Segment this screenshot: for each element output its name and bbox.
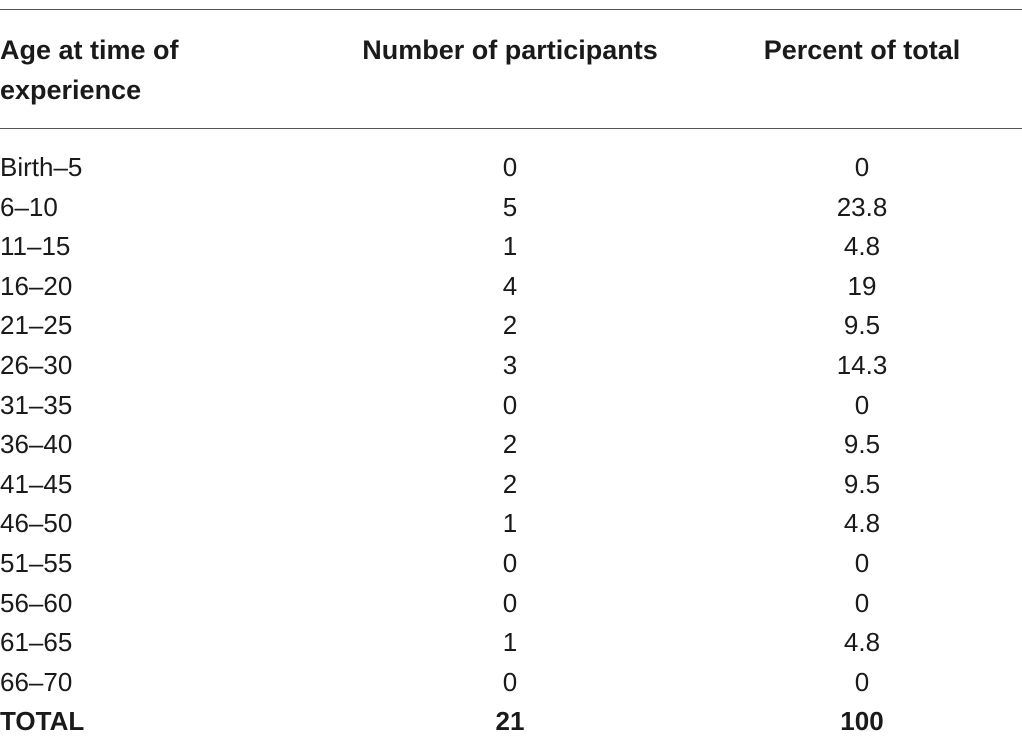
percent-cell: 9.5 <box>843 310 881 341</box>
age-cell: 41–45 <box>0 468 73 499</box>
header-age-line2: experience <box>0 75 142 105</box>
percent-cell: 19 <box>847 270 877 301</box>
percent-cell: 9.5 <box>843 429 881 460</box>
header-age-line1: Age at time of <box>0 35 179 65</box>
table-row: 61–65 1 4.8 <box>0 623 1022 663</box>
header-age: Age at time of experience <box>0 30 320 110</box>
percent-cell: 0 <box>854 666 870 697</box>
age-cell: 36–40 <box>0 429 73 460</box>
age-cell: 26–30 <box>0 349 73 380</box>
count-cell: 2 <box>502 429 518 460</box>
table-row: 26–30 3 14.3 <box>0 346 1022 386</box>
age-cell: 56–60 <box>0 587 73 618</box>
count-cell: 2 <box>502 310 518 341</box>
table-row: 46–50 1 4.8 <box>0 504 1022 544</box>
table-row: 56–60 0 0 <box>0 584 1022 624</box>
total-count: 21 <box>495 706 525 737</box>
table-header-rule <box>0 128 1022 129</box>
percent-cell: 4.8 <box>843 508 881 539</box>
table-row: Birth–5 0 0 <box>0 148 1022 188</box>
table-row: 36–40 2 9.5 <box>0 425 1022 465</box>
percent-cell: 0 <box>854 152 870 182</box>
age-cell: Birth–5 <box>0 152 83 182</box>
table-row: 66–70 0 0 <box>0 663 1022 703</box>
percent-cell: 4.8 <box>843 627 881 658</box>
age-cell: 11–15 <box>0 231 71 262</box>
count-cell: 0 <box>502 152 518 182</box>
table-top-rule <box>0 9 1022 10</box>
percent-cell: 14.3 <box>836 349 888 380</box>
age-cell: 6–10 <box>0 191 58 222</box>
age-cell: 21–25 <box>0 310 73 341</box>
total-label: TOTAL <box>0 706 85 737</box>
count-cell: 0 <box>502 547 518 578</box>
age-cell: 61–65 <box>0 627 73 658</box>
count-cell: 4 <box>502 270 518 301</box>
percent-cell: 23.8 <box>836 191 888 222</box>
count-cell: 1 <box>502 627 518 658</box>
header-percent: Percent of total <box>763 35 961 65</box>
count-cell: 2 <box>502 468 518 499</box>
age-cell: 31–35 <box>0 389 73 420</box>
age-cell: 46–50 <box>0 508 73 539</box>
table-row: 21–25 2 9.5 <box>0 306 1022 346</box>
count-cell: 1 <box>502 508 518 539</box>
percent-cell: 0 <box>854 587 870 618</box>
table-row: 11–15 1 4.8 <box>0 227 1022 267</box>
percent-cell: 0 <box>854 547 870 578</box>
table-row: 16–20 4 19 <box>0 267 1022 307</box>
table-row: 41–45 2 9.5 <box>0 465 1022 505</box>
count-cell: 0 <box>502 666 518 697</box>
count-cell: 0 <box>502 587 518 618</box>
table-total-row: TOTAL 21 100 <box>0 702 1022 742</box>
count-cell: 5 <box>502 191 518 222</box>
age-cell: 16–20 <box>0 270 73 301</box>
count-cell: 1 <box>502 231 518 262</box>
age-cell: 66–70 <box>0 666 73 697</box>
table-row: 6–10 5 23.8 <box>0 188 1022 228</box>
total-percent: 100 <box>840 706 884 737</box>
table-row: 31–35 0 0 <box>0 386 1022 426</box>
table-body: Birth–5 0 0 6–10 5 23.8 11–15 1 4.8 16–2… <box>0 148 1022 742</box>
table-header-row: Age at time of experience Number of part… <box>0 30 1022 110</box>
header-participants: Number of participants <box>362 35 658 65</box>
percent-cell: 9.5 <box>843 468 881 499</box>
percent-cell: 0 <box>854 389 870 420</box>
percent-cell: 4.8 <box>843 231 881 262</box>
count-cell: 0 <box>502 389 518 420</box>
table-row: 51–55 0 0 <box>0 544 1022 584</box>
count-cell: 3 <box>502 349 518 380</box>
age-cell: 51–55 <box>0 547 73 578</box>
